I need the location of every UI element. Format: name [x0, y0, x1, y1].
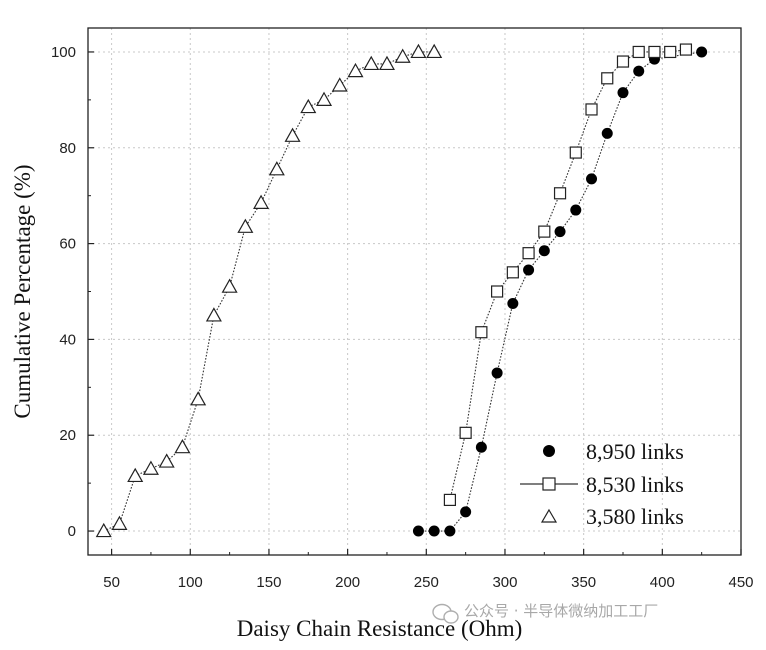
data-point: [253, 194, 270, 209]
x-tick-label: 400: [650, 574, 675, 591]
data-point: [538, 245, 550, 257]
x-tick-label: 350: [571, 574, 596, 591]
data-point: [570, 204, 582, 216]
x-tick-label: 450: [728, 574, 753, 591]
axis-ticks: 50 100 150 200 250 300 350 400 450 0 20 40 60 80 100: [51, 44, 754, 591]
data-point: [443, 493, 457, 507]
legend-label-8950: 8,950 links: [586, 439, 684, 464]
series-group: [95, 43, 708, 538]
data-point: [696, 46, 708, 58]
legend-label-3580: 3,580 links: [586, 504, 684, 529]
data-point: [95, 522, 112, 538]
x-tick-label: 150: [256, 574, 281, 591]
data-point: [205, 307, 222, 322]
data-point: [554, 226, 566, 238]
series-line: [103, 51, 435, 532]
x-tick-label: 50: [103, 574, 120, 591]
data-point: [426, 43, 443, 59]
legend-item-8530: 8,530 links: [520, 472, 684, 497]
legend-marker-open-triangle: [540, 508, 558, 523]
watermark-text: 公众号 · 半导体微纳加工工厂: [464, 602, 658, 620]
legend-item-3580: 3,580 links: [540, 504, 684, 529]
data-point: [284, 127, 301, 142]
series-line: [449, 49, 687, 501]
data-point: [617, 87, 629, 99]
data-point: [459, 426, 472, 439]
legend-label-8530: 8,530 links: [586, 472, 684, 497]
series-line: [418, 51, 702, 532]
data-point: [331, 77, 348, 92]
data-point: [679, 43, 693, 56]
data-point: [378, 55, 395, 71]
x-tick-label: 200: [335, 574, 360, 591]
series-8530: [443, 43, 693, 507]
x-tick-label: 250: [414, 574, 439, 591]
data-point: [491, 285, 504, 298]
x-tick-label: 300: [492, 574, 517, 591]
data-point: [428, 525, 440, 537]
data-point: [410, 43, 427, 59]
data-point: [648, 45, 661, 59]
y-tick-label: 20: [59, 427, 76, 444]
data-point: [586, 173, 598, 185]
legend-item-8950: 8,950 links: [543, 439, 684, 464]
y-tick-label: 0: [68, 523, 76, 540]
legend-marker-open-square: [542, 477, 556, 491]
wechat-icon: [432, 603, 459, 624]
data-point: [569, 146, 582, 159]
x-axis-title: Daisy Chain Resistance (Ohm): [237, 616, 523, 641]
data-point: [507, 297, 519, 309]
series-8950: [412, 46, 708, 537]
y-axis-title: Cumulative Percentage (%): [10, 164, 35, 418]
data-point: [475, 326, 488, 339]
data-point: [538, 225, 551, 238]
data-point: [506, 266, 519, 279]
data-point: [585, 103, 598, 116]
data-point: [158, 453, 175, 468]
x-tick-label: 100: [178, 574, 203, 591]
data-point: [553, 187, 567, 200]
legend-marker-filled-circle: [543, 445, 555, 457]
series-3580: [95, 43, 443, 538]
data-point: [142, 460, 159, 475]
data-point: [632, 45, 645, 59]
data-point: [237, 218, 254, 233]
data-point: [412, 525, 424, 537]
y-tick-label: 60: [59, 236, 76, 253]
data-point: [111, 515, 128, 530]
data-point: [616, 55, 630, 68]
data-point: [475, 441, 487, 453]
y-tick-label: 40: [59, 331, 76, 348]
data-point: [523, 264, 535, 276]
data-point: [268, 161, 285, 176]
data-point: [633, 65, 645, 77]
data-point: [347, 62, 364, 78]
data-point: [522, 247, 535, 260]
data-point: [221, 278, 238, 293]
data-point: [363, 55, 380, 71]
data-point: [300, 98, 317, 114]
data-point: [664, 45, 677, 59]
y-tick-label: 100: [51, 44, 76, 61]
y-tick-label: 80: [59, 140, 76, 157]
data-point: [174, 438, 191, 454]
data-point: [316, 91, 333, 106]
data-point: [601, 127, 613, 139]
watermark: 公众号 · 半导体微纳加工工厂: [432, 602, 658, 624]
data-point: [491, 367, 503, 379]
data-point: [444, 525, 456, 537]
data-point: [460, 506, 472, 518]
legend: 8,950 links 8,530 links 3,580 links: [520, 439, 684, 529]
data-point: [394, 48, 411, 63]
data-point: [127, 467, 144, 483]
data-point: [190, 391, 207, 406]
data-point: [601, 72, 614, 85]
